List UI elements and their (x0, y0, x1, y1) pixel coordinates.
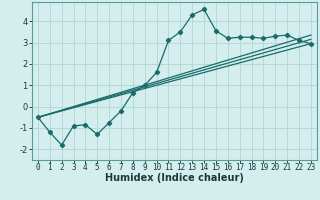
X-axis label: Humidex (Indice chaleur): Humidex (Indice chaleur) (105, 173, 244, 183)
